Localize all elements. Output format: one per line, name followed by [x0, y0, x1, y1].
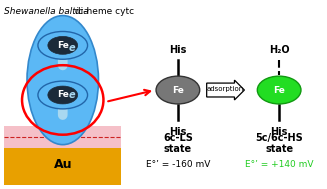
FancyArrow shape	[207, 80, 244, 100]
Text: di-heme cytc: di-heme cytc	[72, 7, 134, 16]
Ellipse shape	[156, 76, 200, 104]
Text: E°’ = -160 mV: E°’ = -160 mV	[146, 160, 210, 169]
Text: Fe: Fe	[273, 86, 285, 94]
Text: E°’ = +140 mV: E°’ = +140 mV	[245, 160, 313, 169]
Text: Fe: Fe	[57, 91, 69, 99]
Text: Fe: Fe	[172, 86, 184, 94]
Text: His: His	[270, 127, 288, 137]
Ellipse shape	[48, 86, 77, 104]
Ellipse shape	[38, 81, 88, 109]
Ellipse shape	[38, 31, 88, 59]
Bar	[4, 148, 121, 185]
Bar	[4, 126, 121, 148]
Text: His: His	[169, 127, 187, 137]
Text: 6c-LS
state: 6c-LS state	[163, 133, 193, 154]
Text: 5c/6c-HS
state: 5c/6c-HS state	[255, 133, 303, 154]
Ellipse shape	[48, 36, 77, 54]
Text: Au: Au	[54, 158, 72, 171]
Ellipse shape	[257, 76, 301, 104]
Text: H₂O: H₂O	[269, 45, 289, 55]
Text: e: e	[68, 43, 75, 53]
Text: e: e	[68, 90, 75, 100]
Text: His: His	[169, 45, 187, 55]
Text: adsorption: adsorption	[207, 86, 244, 92]
Text: Shewanella baltica: Shewanella baltica	[4, 7, 89, 16]
Text: Fe: Fe	[57, 41, 69, 50]
Ellipse shape	[27, 15, 98, 145]
